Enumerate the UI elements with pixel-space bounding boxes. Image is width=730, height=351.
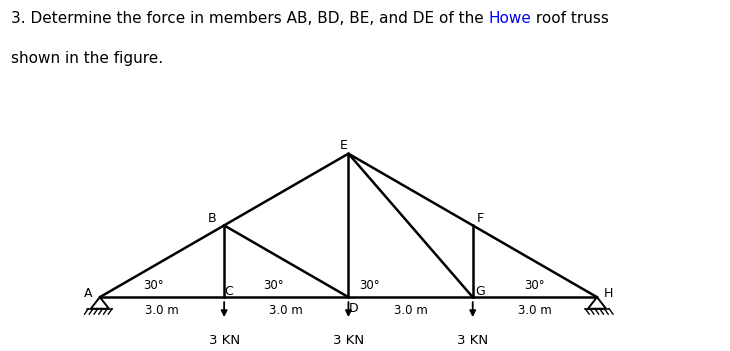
Text: Howe: Howe — [488, 11, 531, 26]
Text: C: C — [225, 285, 234, 298]
Text: G: G — [475, 285, 485, 298]
Text: 3 KN: 3 KN — [209, 335, 239, 347]
Text: 30°: 30° — [264, 279, 284, 292]
Text: 3.0 m: 3.0 m — [518, 304, 552, 317]
Text: shown in the figure.: shown in the figure. — [11, 51, 163, 66]
Text: H: H — [604, 287, 613, 300]
Text: 3 KN: 3 KN — [333, 335, 364, 347]
Text: F: F — [477, 212, 484, 225]
Text: D: D — [349, 302, 358, 315]
Text: 3.0 m: 3.0 m — [269, 304, 303, 317]
Text: 30°: 30° — [525, 279, 545, 292]
Text: 30°: 30° — [143, 279, 164, 292]
Text: B: B — [208, 212, 217, 225]
Text: 3.0 m: 3.0 m — [145, 304, 179, 317]
Text: E: E — [339, 139, 347, 152]
Text: A: A — [84, 287, 93, 300]
Text: 3. Determine the force in members AB, BD, BE, and DE of the: 3. Determine the force in members AB, BD… — [11, 11, 488, 26]
Text: 3 KN: 3 KN — [457, 335, 488, 347]
Text: 30°: 30° — [359, 279, 380, 292]
Text: 3.0 m: 3.0 m — [393, 304, 428, 317]
Text: roof truss: roof truss — [531, 11, 610, 26]
